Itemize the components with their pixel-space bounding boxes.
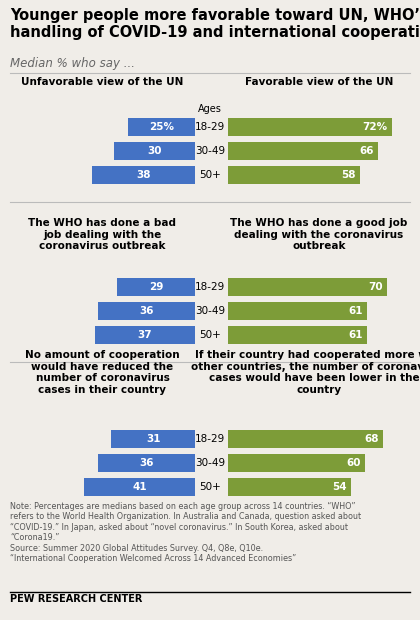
Text: 58: 58 [341, 170, 356, 180]
Bar [117, 278, 195, 296]
Text: Median % who say ...: Median % who say ... [10, 57, 135, 70]
Text: 30-49: 30-49 [195, 146, 225, 156]
Bar [228, 430, 383, 448]
Bar [228, 478, 351, 496]
Text: 30-49: 30-49 [195, 458, 225, 468]
Text: 61: 61 [348, 306, 363, 316]
Bar [228, 278, 387, 296]
Bar [98, 454, 195, 472]
Bar [228, 326, 367, 344]
Text: 50+: 50+ [199, 170, 221, 180]
Bar [228, 166, 360, 184]
Text: 72%: 72% [363, 122, 388, 132]
Text: Note: Percentages are medians based on each age group across 14 countries. “WHO”: Note: Percentages are medians based on e… [10, 502, 361, 563]
Text: 31: 31 [146, 434, 160, 444]
Text: 37: 37 [138, 330, 152, 340]
Text: Ages: Ages [198, 104, 222, 114]
Text: 50+: 50+ [199, 482, 221, 492]
Text: The WHO has done a bad
job dealing with the
coronavirus outbreak: The WHO has done a bad job dealing with … [29, 218, 176, 251]
Text: 70: 70 [369, 282, 383, 292]
Bar [228, 118, 392, 136]
Text: 66: 66 [360, 146, 374, 156]
Bar [228, 142, 378, 160]
Text: 30-49: 30-49 [195, 306, 225, 316]
Text: 29: 29 [149, 282, 163, 292]
Bar [98, 302, 195, 320]
Bar [128, 118, 195, 136]
Text: PEW RESEARCH CENTER: PEW RESEARCH CENTER [10, 594, 142, 604]
Text: 36: 36 [139, 458, 154, 468]
Text: Favorable view of the UN: Favorable view of the UN [245, 77, 393, 87]
Text: The WHO has done a good job
dealing with the coronavirus
outbreak: The WHO has done a good job dealing with… [230, 218, 408, 251]
Bar [111, 430, 195, 448]
Bar [228, 302, 367, 320]
Text: 36: 36 [139, 306, 154, 316]
Text: 68: 68 [364, 434, 379, 444]
Text: Unfavorable view of the UN: Unfavorable view of the UN [21, 77, 184, 87]
Bar [95, 326, 195, 344]
Text: 60: 60 [346, 458, 360, 468]
Text: Younger people more favorable toward UN, WHO’s
handling of COVID-19 and internat: Younger people more favorable toward UN,… [10, 8, 420, 40]
Text: 18-29: 18-29 [195, 282, 225, 292]
Text: 18-29: 18-29 [195, 122, 225, 132]
Text: 38: 38 [136, 170, 151, 180]
Text: If their country had cooperated more with
other countries, the number of coronav: If their country had cooperated more wit… [192, 350, 420, 395]
Text: 25%: 25% [149, 122, 174, 132]
Text: 41: 41 [132, 482, 147, 492]
Text: 61: 61 [348, 330, 363, 340]
Bar [114, 142, 195, 160]
Text: 54: 54 [332, 482, 347, 492]
Text: 18-29: 18-29 [195, 434, 225, 444]
Text: 30: 30 [147, 146, 162, 156]
Bar [228, 454, 365, 472]
Bar [84, 478, 195, 496]
Text: 50+: 50+ [199, 330, 221, 340]
Text: No amount of cooperation
would have reduced the
number of coronavirus
cases in t: No amount of cooperation would have redu… [25, 350, 180, 395]
Bar [92, 166, 195, 184]
